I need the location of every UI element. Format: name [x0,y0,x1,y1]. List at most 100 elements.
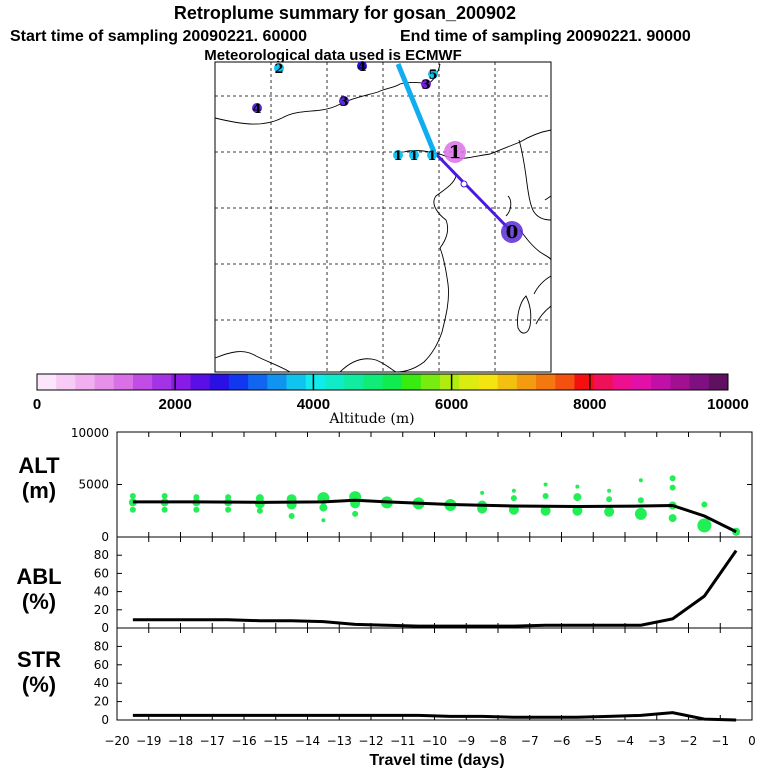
trajectory-marker-label: 0 [506,222,519,243]
x-tick-label: −13 [327,734,352,748]
panel-ylabel-unit: (m) [22,478,56,503]
trajectory-marker: 4 [357,60,367,75]
y-tick-label: 5000 [78,478,109,492]
colorbar-cell [152,374,172,390]
colorbar-cell [171,374,191,390]
trajectory-marker-label: 1 [449,142,462,163]
y-tick-label: 10000 [71,426,109,440]
series-line-str [132,711,737,722]
colorbar-cell [228,374,249,390]
panel-ylabel: ALT [18,453,60,478]
altitude-point [129,493,136,500]
trajectory-midpoint-marker [460,180,468,188]
x-tick-label: −12 [358,734,383,748]
x-tick-label: −14 [295,734,320,748]
trajectory-marker-label: 4 [357,60,366,75]
colorbar-cell [670,374,691,390]
y-tick-label: 0 [101,530,109,544]
colorbar-cell [37,374,57,390]
panel-ylabel: STR [17,647,61,672]
trajectory-marker: 1 [427,149,437,164]
altitude-point [321,518,326,523]
x-tick-label: −4 [616,734,634,748]
colorbar-cell [555,374,575,390]
y-tick-label: 60 [94,658,109,672]
x-tick-label: −5 [584,734,602,748]
altitude-point [319,503,328,512]
altitude-point [352,510,359,517]
altitude-point [606,496,613,503]
trajectory-marker: 4 [252,102,262,117]
panel-ylabel-unit: (%) [22,589,56,614]
altitude-point [637,497,644,504]
altitude-point [480,490,485,495]
altitude-point [129,506,136,513]
colorbar-frame [36,373,729,391]
altitude-point [607,488,612,493]
trajectory-marker: 1 [393,149,403,164]
colorbar-cell [497,374,518,390]
colorbar-cell [267,374,287,390]
x-tick-label: −17 [200,734,225,748]
x-tick-label: −8 [489,734,507,748]
altitude-point [638,478,643,483]
altitude-point [225,506,232,513]
trajectory-marker: 3 [421,78,431,93]
panel-alt: ALT(m) 10000 5000 0 [18,426,753,544]
y-tick-label: 20 [94,603,109,617]
x-tick-label: −19 [136,734,161,748]
altitude-point [669,484,676,491]
colorbar-cell [286,374,307,390]
trajectory-marker: 3 [339,95,349,110]
panel-ylabel-unit: (%) [22,672,56,697]
trajectory-marker-label: 4 [252,102,261,117]
y-tick-label: 0 [101,713,109,727]
trajectory-marker-label: 1 [409,149,418,164]
x-tick-label: −16 [231,734,256,748]
x-tick-label: −20 [104,734,129,748]
colorbar-cell [401,374,422,390]
altitude-point [573,493,582,502]
panel-frame [116,627,753,721]
x-tick-label: −1 [711,734,729,748]
altitude-point [543,482,548,487]
altitude-point [697,518,712,533]
colorbar-tick-label: 8000 [573,396,606,413]
altitude-point [542,493,549,500]
altitude-point [540,505,551,516]
colorbar-cell [248,374,268,390]
panel-str: STR(%) 80 60 40 20 0 [17,627,753,727]
coastlines [214,63,552,373]
altitude-point [161,493,168,500]
colorbar-cell [305,374,326,390]
colorbar-cell [56,374,76,390]
colorbar-cell [132,374,153,390]
colorbar-cell [651,374,671,390]
altitude-point [668,514,677,523]
colorbar-cell [459,374,479,390]
altitude-point [575,484,580,489]
colorbar-cell [382,374,403,390]
colorbar-tick-label: 4000 [297,396,330,413]
colorbar-ticks: 0 2000 4000 6000 8000 10000 [33,374,749,413]
altitude-point [288,513,295,519]
colorbar-tick-label: 2000 [159,396,192,413]
trajectory-marker: 2 [274,62,284,77]
altitude-point [510,495,517,502]
colorbar-tick-label: 0 [33,396,41,413]
colorbar-cell [536,374,556,390]
altitude-point [225,494,232,501]
altitude-point [193,506,200,513]
figure-title: Retroplume summary for gosan_200902 [174,3,516,23]
colorbar-cell [612,374,633,390]
x-tick-label: −18 [168,734,193,748]
altitude-point [193,494,200,501]
colorbar-cell [574,374,595,390]
panel-ylabel: ABL [16,564,61,589]
colorbar-cell [593,374,614,390]
x-axis-label: Travel time (days) [369,752,504,768]
trajectory-paths [395,63,512,232]
y-tick-label: 40 [94,676,109,690]
trajectory-marker: 1 [444,141,466,163]
